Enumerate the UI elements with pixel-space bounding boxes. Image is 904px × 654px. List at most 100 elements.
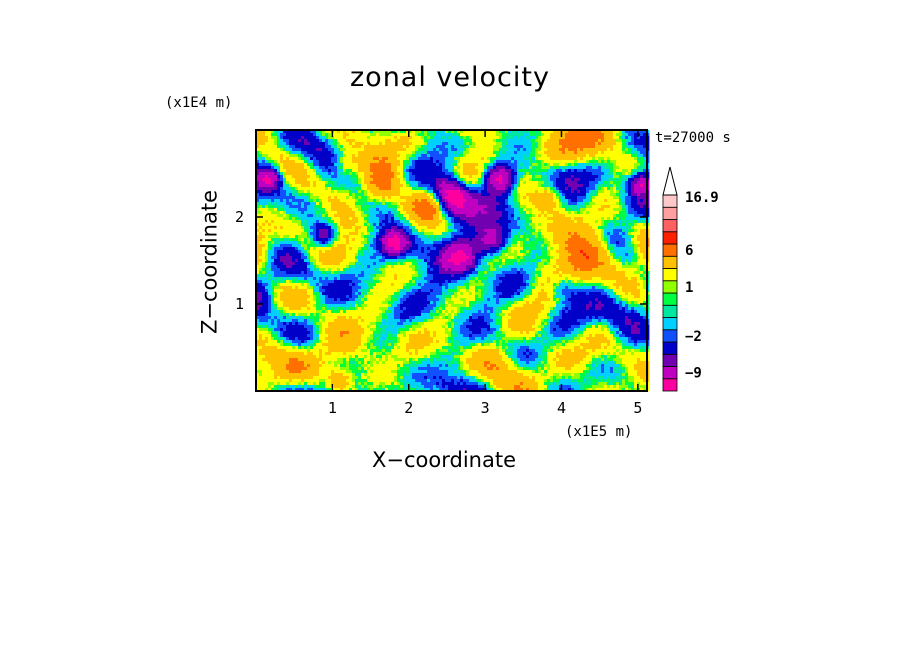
- field-cell: [256, 133, 260, 137]
- field-cell: [439, 187, 443, 191]
- field-cell: [295, 211, 299, 215]
- field-cell: [283, 208, 287, 212]
- field-cell: [610, 139, 614, 143]
- field-cell: [265, 199, 269, 203]
- field-cell: [346, 217, 350, 221]
- field-cell: [322, 238, 326, 242]
- field-cell: [379, 199, 383, 203]
- field-cell: [574, 139, 578, 143]
- field-cell: [520, 223, 524, 227]
- field-cell: [637, 223, 641, 227]
- field-cell: [568, 202, 572, 206]
- field-cell: [346, 157, 350, 161]
- field-cell: [637, 220, 641, 224]
- field-cell: [400, 205, 404, 209]
- field-cell: [577, 163, 581, 167]
- field-cell: [295, 220, 299, 224]
- field-cell: [643, 229, 647, 233]
- field-cell: [595, 163, 599, 167]
- field-cell: [442, 154, 446, 158]
- field-cell: [514, 187, 518, 191]
- field-cell: [466, 178, 470, 182]
- field-cell: [349, 175, 353, 179]
- field-cell: [496, 184, 500, 188]
- field-cell: [412, 175, 416, 179]
- field-cell: [397, 196, 401, 200]
- field-cell: [589, 133, 593, 137]
- field-cell: [490, 133, 494, 137]
- field-cell: [580, 148, 584, 152]
- field-cell: [289, 202, 293, 206]
- field-cell: [403, 142, 407, 146]
- field-cell: [472, 157, 476, 161]
- field-cell: [316, 175, 320, 179]
- field-cell: [598, 157, 602, 161]
- field-cell: [334, 190, 338, 194]
- field-cell: [337, 223, 341, 227]
- field-cell: [568, 211, 572, 215]
- field-cell: [358, 160, 362, 164]
- field-cell: [307, 175, 311, 179]
- field-cell: [625, 130, 629, 134]
- field-cell: [364, 217, 368, 221]
- field-cell: [565, 169, 569, 173]
- field-cell: [478, 139, 482, 143]
- field-cell: [535, 154, 539, 158]
- field-cell: [388, 223, 392, 227]
- field-cell: [472, 154, 476, 158]
- field-cell: [430, 142, 434, 146]
- field-cell: [289, 229, 293, 233]
- field-cell: [592, 187, 596, 191]
- field-cell: [436, 136, 440, 140]
- field-cell: [559, 226, 563, 230]
- field-cell: [583, 217, 587, 221]
- field-cell: [430, 235, 434, 239]
- field-cell: [337, 136, 341, 140]
- field-cell: [457, 184, 461, 188]
- field-cell: [433, 151, 437, 155]
- field-cell: [301, 238, 305, 242]
- field-cell: [421, 136, 425, 140]
- field-cell: [265, 130, 269, 134]
- field-cell: [310, 235, 314, 239]
- field-cell: [538, 217, 542, 221]
- field-cell: [304, 139, 308, 143]
- field-cell: [358, 172, 362, 176]
- field-cell: [283, 202, 287, 206]
- field-cell: [424, 211, 428, 215]
- field-cell: [451, 133, 455, 137]
- field-cell: [313, 208, 317, 212]
- field-cell: [259, 178, 263, 182]
- field-cell: [568, 217, 572, 221]
- field-cell: [616, 208, 620, 212]
- field-cell: [610, 175, 614, 179]
- field-cell: [331, 178, 335, 182]
- field-cell: [292, 136, 296, 140]
- field-cell: [583, 163, 587, 167]
- field-cell: [427, 175, 431, 179]
- field-cell: [355, 223, 359, 227]
- field-cell: [328, 217, 332, 221]
- field-cell: [556, 223, 560, 227]
- field-cell: [550, 187, 554, 191]
- field-cell: [541, 163, 545, 167]
- field-cell: [619, 133, 623, 137]
- field-cell: [502, 202, 506, 206]
- field-cell: [430, 169, 434, 173]
- field-cell: [430, 139, 434, 143]
- field-cell: [640, 178, 644, 182]
- field-cell: [544, 145, 548, 149]
- field-cell: [310, 184, 314, 188]
- field-cell: [340, 226, 344, 230]
- field-cell: [487, 193, 491, 197]
- field-cell: [439, 160, 443, 164]
- field-cell: [310, 157, 314, 161]
- field-cell: [550, 178, 554, 182]
- field-cell: [265, 169, 269, 173]
- field-cell: [397, 223, 401, 227]
- field-cell: [286, 223, 290, 227]
- field-cell: [643, 232, 647, 236]
- field-cell: [403, 154, 407, 158]
- field-cell: [445, 235, 449, 239]
- field-cell: [640, 196, 644, 200]
